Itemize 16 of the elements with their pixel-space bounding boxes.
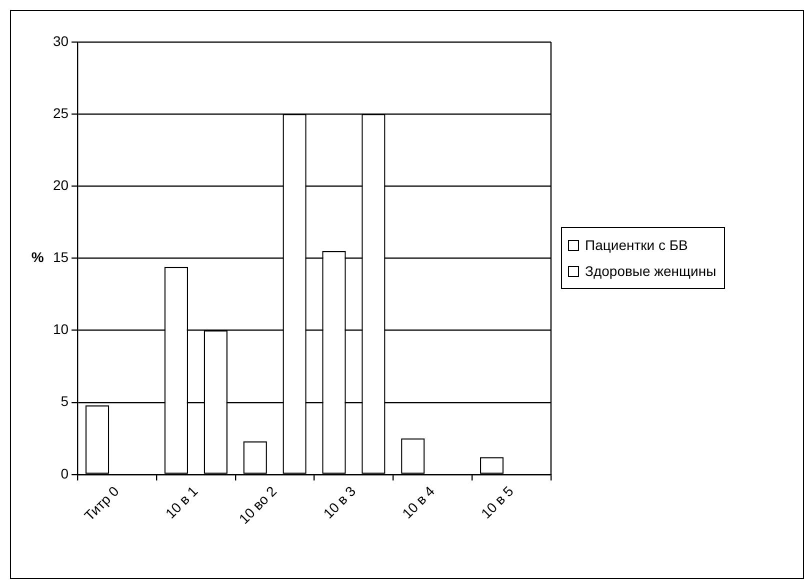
x-tick-label: Титр 0 xyxy=(81,482,122,524)
x-tick-label: 10 в 3 xyxy=(320,482,359,522)
y-tick-label: 25 xyxy=(52,104,69,121)
y-tick-label: 10 xyxy=(52,321,69,338)
y-tick-label: 5 xyxy=(60,393,69,410)
y-tick-label: 15 xyxy=(52,249,69,266)
y-tick-label: 0 xyxy=(60,465,69,482)
y-tick-label: 20 xyxy=(52,177,69,194)
x-tick-label: 10 в 5 xyxy=(478,482,517,522)
y-axis-title: % xyxy=(31,249,44,266)
text: Пациентки с БВ xyxy=(585,237,688,254)
x-tick-label: 10 в 1 xyxy=(162,482,201,522)
y-tick-label: 30 xyxy=(52,32,69,49)
x-tick-label: 10 во 2 xyxy=(236,482,280,527)
text: Здоровые женщины xyxy=(585,263,716,280)
x-tick-label: 10 в 4 xyxy=(398,482,438,522)
